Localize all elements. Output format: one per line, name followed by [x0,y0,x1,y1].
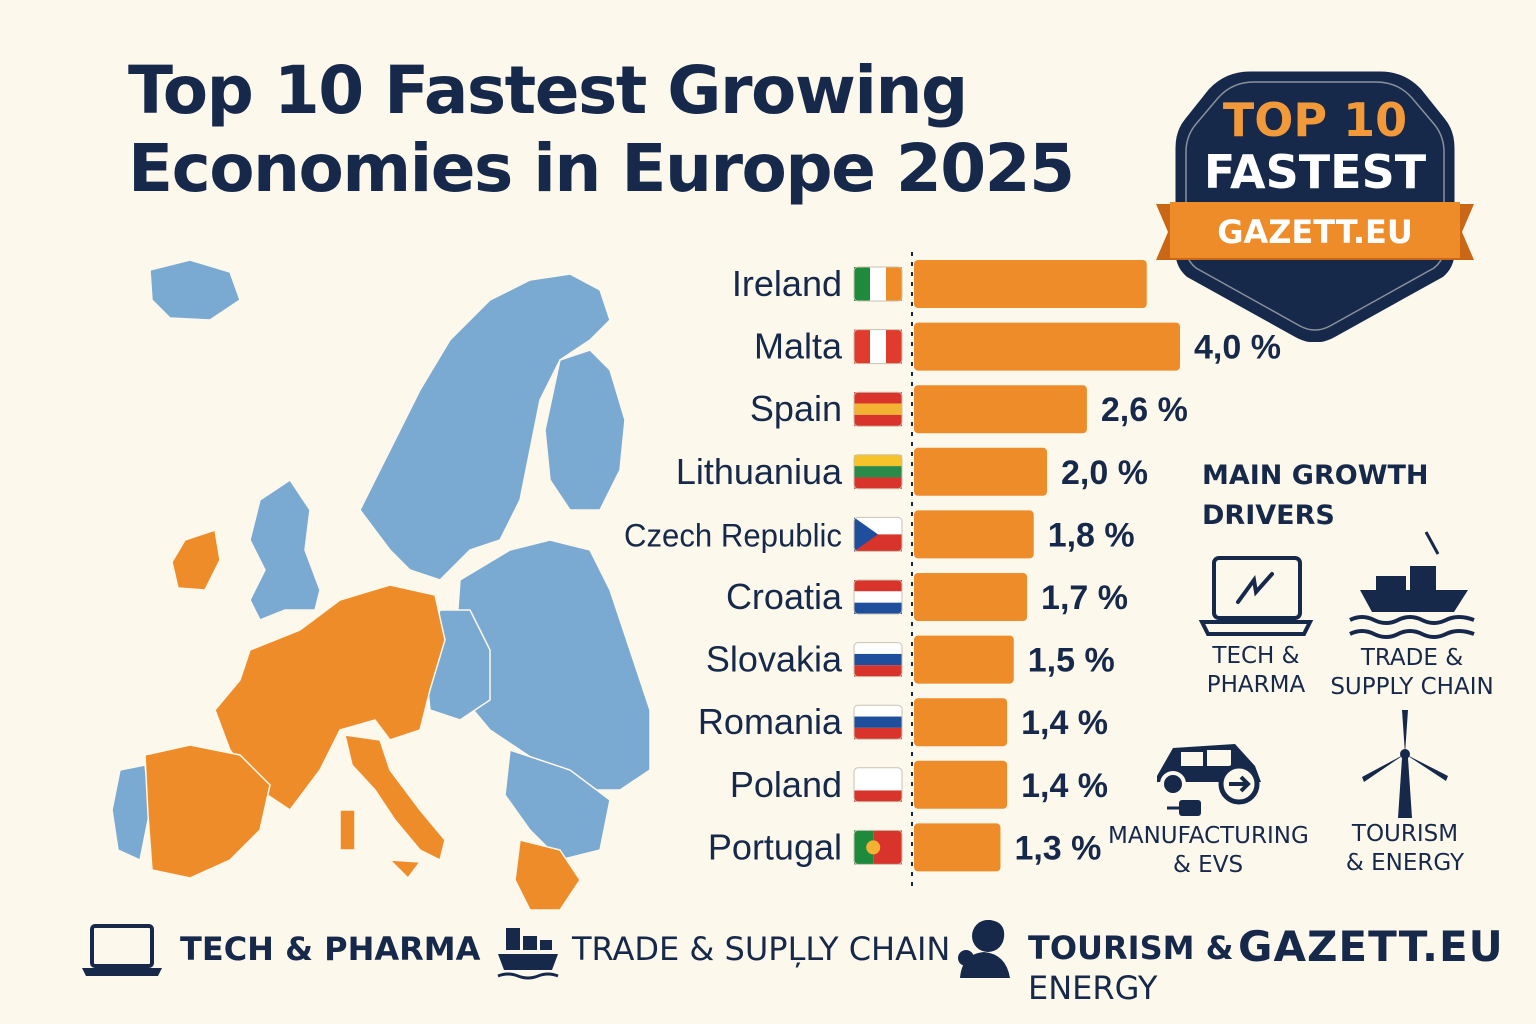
portugal-flag-icon [853,829,903,865]
scandinavia [359,273,611,581]
footer-tourism-energy: TOURISM & ENERGY [1028,928,1234,1008]
czech-flag-icon [853,516,903,552]
great-britain [249,478,321,621]
spain [144,744,271,879]
map-other-countries [111,259,651,862]
bar-8 [914,760,1008,809]
driver-label-line: SUPPLY CHAIN [1330,674,1494,700]
driver-tourism-energy-label: TOURISM & ENERGY [1305,820,1505,878]
badge-ribbon-text: GAZETT.EU [1217,213,1413,251]
ireland [171,529,221,591]
driver-tourism-energy: TOURISM & ENERGY [1305,708,1505,878]
bar-1 [914,322,1180,371]
badge-line-1: TOP 10 [1223,93,1407,147]
category-label-9: Portugal [708,826,842,867]
driver-tech-pharma-label: TECH & PHARMA [1156,642,1356,700]
spain-flag-icon [853,391,903,427]
cargo-containers-icon [497,928,559,980]
lithuania-flag-icon [853,454,903,490]
electric-car-icon [1157,744,1261,816]
value-label-3: 2,0 % [1061,454,1148,492]
brand-logo-text: GAZETT.EU [1238,922,1504,971]
driver-label-line: TOURISM [1351,821,1459,847]
bar-4 [914,510,1034,559]
sicily-sardinia [339,809,422,880]
ireland-flag-icon [853,266,903,302]
value-label-9: 1,3 % [1014,829,1101,867]
value-label-5: 1,7 % [1041,579,1128,617]
title-line-2: Economies in Europe 2025 [128,130,1075,207]
category-label-8: Poland [730,764,842,805]
iceland [149,259,241,321]
wind-turbine-icon [1362,710,1448,818]
finland [544,349,626,511]
slovakia-flag-icon [853,642,903,678]
baltics-belarus-ukraine [454,539,651,791]
category-label-2: Spain [750,388,842,429]
bar-6 [914,635,1014,684]
laptop-icon [82,924,162,976]
driver-label-line: & EVS [1172,852,1244,878]
bar-3 [914,447,1047,496]
category-label-7: Romania [698,701,843,742]
person-icon [958,920,1010,978]
value-label-7: 1,4 % [1021,704,1108,742]
bar-2 [914,385,1087,434]
driver-manufacturing-evs-label: MANUFACTURING & EVS [1108,822,1309,880]
top10-badge: TOP 10 FASTEST GAZETT.EU [1156,68,1474,342]
bar-9 [914,823,1001,872]
drivers-title-line-1: MAIN GROWTH [1202,460,1429,491]
malta-flag-icon [853,329,903,365]
driver-trade-supply: TRADE & SUPPLY CHAIN [1312,528,1512,702]
driver-label-line: TRADE & [1360,645,1464,671]
footer-tech-pharma: TECH & PHARMA [180,930,481,968]
drivers-title: MAIN GROWTH DRIVERS [1202,456,1502,536]
footer-tourism-line-1: TOURISM & [1028,929,1234,967]
croatia-flag-icon [853,579,903,615]
romania-flag-icon [853,704,903,740]
driver-label-line: TECH & [1212,643,1300,669]
category-label-5: Croatia [726,576,843,617]
portugal [111,764,151,862]
driver-manufacturing-evs: MANUFACTURING & EVS [1108,730,1309,880]
page-title: Top 10 Fastest Growing Economies in Euro… [128,52,1128,208]
italy [344,734,446,862]
driver-label-line: PHARMA [1206,672,1306,698]
bar-0 [914,260,1147,308]
category-label-6: Slovakia [706,639,843,680]
balkans-east [504,748,611,861]
value-label-2: 2,6 % [1101,391,1188,429]
laptop-chart-icon [1198,556,1314,636]
bar-7 [914,698,1008,747]
map-highlighted-countries [144,529,581,911]
title-line-1: Top 10 Fastest Growing [128,52,968,129]
cargo-ship-icon [1349,531,1475,639]
category-label-3: Lithuaniua [676,451,843,492]
badge-line-2: FASTEST [1204,145,1427,199]
value-label-6: 1,5 % [1028,642,1115,680]
poland-flag-icon [853,767,903,803]
value-label-4: 1,8 % [1048,516,1135,554]
category-label-0: Ireland [732,263,842,304]
driver-tech-pharma: TECH & PHARMA [1156,550,1356,700]
driver-label-line: & ENERGY [1345,850,1465,876]
driver-label-line: MANUFACTURING [1108,823,1309,849]
category-label-1: Malta [754,326,843,367]
value-label-8: 1,4 % [1021,767,1108,805]
badge-ribbon [1170,202,1460,258]
driver-trade-supply-label: TRADE & SUPPLY CHAIN [1312,644,1512,702]
europe-map [111,259,651,911]
bar-5 [914,573,1028,621]
footer-tourism-line-2: ENERGY [1028,969,1158,1007]
drivers-title-line-2: DRIVERS [1202,500,1335,531]
france-germany-benelux [214,584,446,812]
footer-trade-supply: TRADE & SUPĻLY CHAIN [572,930,951,968]
greece [514,839,581,911]
